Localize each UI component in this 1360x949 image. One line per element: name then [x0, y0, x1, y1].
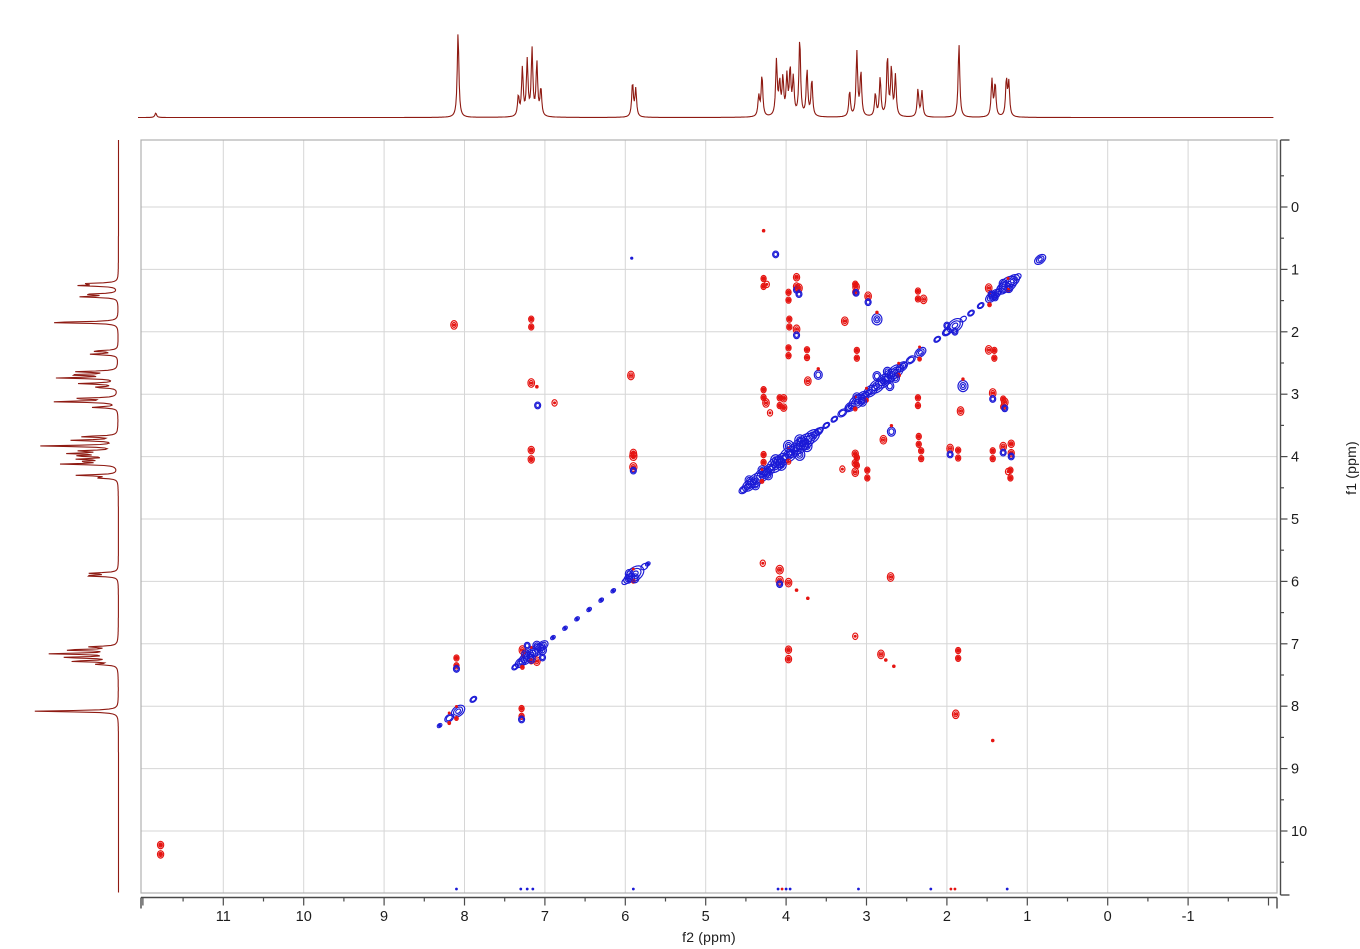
svg-text:8: 8 [1291, 699, 1299, 715]
svg-text:5: 5 [702, 909, 710, 925]
svg-text:1: 1 [1023, 909, 1031, 925]
x-axis: 11 10 9 8 7 6 5 4 3 2 1 0 -1 [140, 896, 1278, 925]
svg-text:2: 2 [943, 909, 951, 925]
svg-text:3: 3 [1291, 387, 1299, 403]
y-axis: 0 1 2 3 4 5 6 7 8 9 10 [1279, 139, 1307, 896]
svg-text:9: 9 [1291, 762, 1299, 778]
svg-text:0: 0 [1104, 909, 1112, 925]
svg-text:0: 0 [1291, 200, 1299, 216]
svg-text:3: 3 [862, 909, 870, 925]
left-projection-trace [34, 140, 120, 893]
svg-text:11: 11 [216, 909, 231, 925]
gridlines [141, 140, 1277, 893]
f1-axis-label: f1 (ppm) [1343, 441, 1359, 495]
svg-text:8: 8 [460, 909, 468, 925]
svg-text:6: 6 [1291, 574, 1299, 590]
plot-border [140, 139, 1278, 894]
svg-text:10: 10 [296, 909, 312, 925]
svg-text:10: 10 [1291, 824, 1307, 840]
svg-text:6: 6 [621, 909, 629, 925]
svg-text:9: 9 [380, 909, 388, 925]
svg-text:7: 7 [541, 909, 549, 925]
svg-text:7: 7 [1291, 637, 1299, 653]
svg-text:1: 1 [1291, 262, 1299, 278]
cross-peaks [156, 228, 1015, 859]
top-projection-trace [138, 34, 1274, 119]
svg-text:5: 5 [1291, 512, 1299, 528]
svg-text:-1: -1 [1182, 909, 1195, 925]
edge-artifacts [455, 887, 1009, 891]
svg-text:4: 4 [782, 909, 790, 925]
f2-axis-label: f2 (ppm) [682, 929, 736, 945]
svg-text:4: 4 [1291, 450, 1299, 466]
svg-text:2: 2 [1291, 325, 1299, 341]
